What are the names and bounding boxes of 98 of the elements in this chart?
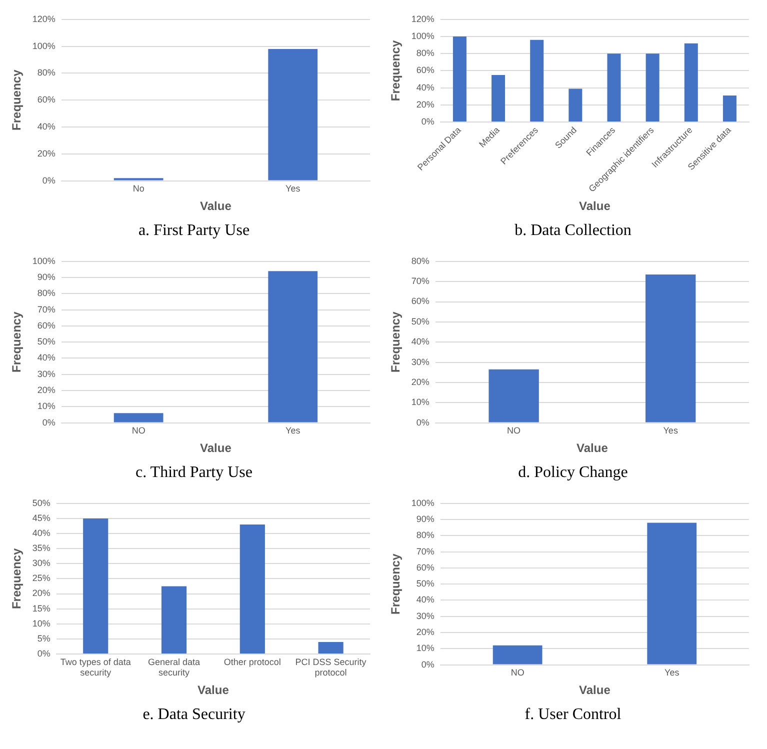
bar — [452, 36, 466, 122]
y-tick-label: 50% — [37, 336, 56, 347]
y-tick-label: 20% — [37, 148, 56, 158]
y-tick-label: 80% — [37, 68, 56, 78]
y-tick-label: 30% — [37, 368, 56, 379]
y-tick-label: 30% — [411, 356, 430, 367]
y-tick-label: 50% — [411, 316, 430, 326]
y-tick-label: 70% — [411, 276, 430, 286]
y-tick-label: 30% — [32, 558, 50, 568]
x-tick-label: No — [132, 184, 144, 194]
y-tick-label: 80% — [37, 288, 56, 298]
bar — [161, 586, 187, 654]
bar — [492, 75, 506, 122]
text: b. Data Collection — [514, 222, 632, 240]
y-tick-label: 40% — [32, 528, 50, 538]
y-tick-label: 0% — [416, 417, 430, 428]
bar — [684, 43, 698, 122]
y-tick-label: 70% — [416, 546, 434, 556]
x-tick-label: NO — [132, 426, 146, 436]
bar — [607, 54, 621, 122]
x-tick-label: Yes — [663, 426, 678, 436]
y-tick-label: 120% — [32, 14, 56, 24]
text: d. Policy Change — [517, 464, 629, 482]
y-tick-label: 45% — [32, 512, 50, 523]
y-tick-label: 120% — [411, 14, 434, 24]
y-tick-label: 0% — [37, 648, 50, 658]
y-tick-label: 10% — [416, 643, 434, 654]
y-tick-label: 0% — [421, 659, 434, 670]
bar — [83, 518, 108, 654]
x-tick-label: Two types of data security — [60, 656, 131, 678]
y-tick-label: 100% — [411, 498, 434, 508]
y-tick-label: 40% — [416, 82, 434, 92]
x-tick-label: Yes — [286, 426, 301, 436]
y-tick-label: 80% — [416, 530, 434, 540]
x-tick-label: Yes — [664, 668, 680, 678]
y-tick-label: 0% — [421, 116, 434, 127]
y-tick-label: 40% — [37, 121, 56, 132]
x-tick-label: PCI DSS Security protocol — [295, 656, 367, 678]
x-axis-title: Value — [200, 441, 232, 456]
x-tick-label: NO — [507, 426, 521, 436]
y-tick-label: 10% — [37, 401, 56, 412]
y-tick-label: 100% — [411, 30, 434, 41]
x-axis-title: Value — [200, 199, 232, 214]
bar — [530, 40, 544, 122]
y-tick-label: 90% — [416, 514, 434, 524]
y-tick-label: 20% — [416, 99, 434, 110]
y-tick-label: 40% — [416, 594, 434, 605]
y-tick-label: 20% — [32, 588, 50, 598]
y-tick-label: 60% — [37, 320, 56, 330]
y-tick-label: 10% — [411, 397, 430, 408]
y-tick-label: 5% — [37, 633, 50, 644]
bar — [722, 96, 736, 122]
y-tick-label: 20% — [411, 376, 430, 387]
x-tick-label: NO — [510, 668, 524, 678]
y-tick-label: 60% — [411, 296, 430, 306]
y-tick-label: 0% — [42, 417, 56, 428]
bar — [240, 524, 265, 654]
y-tick-label: 60% — [416, 65, 434, 76]
y-tick-label: 90% — [37, 272, 56, 282]
x-tick-label: Yes — [286, 184, 301, 194]
text: c. Third Party Use — [134, 464, 254, 482]
y-tick-label: 80% — [416, 48, 434, 58]
y-axis-title: Frequency — [10, 69, 24, 130]
y-tick-label: 60% — [416, 562, 434, 572]
y-tick-label: 10% — [32, 618, 50, 628]
y-tick-label: 0% — [42, 175, 56, 186]
y-tick-label: 25% — [32, 573, 50, 584]
y-tick-label: 20% — [37, 385, 56, 396]
y-tick-label: 20% — [416, 627, 434, 638]
y-tick-label: 80% — [411, 256, 430, 266]
y-tick-label: 40% — [411, 336, 430, 347]
y-tick-label: 70% — [37, 304, 56, 314]
x-tick-label: Other protocol — [224, 656, 281, 667]
text: f. User Control — [524, 706, 622, 724]
x-axis-title: Value — [579, 199, 611, 214]
x-axis-title: Value — [579, 683, 611, 698]
x-axis-title: Value — [198, 683, 230, 698]
y-tick-label: 60% — [37, 94, 56, 105]
y-axis-title: Frequency — [388, 553, 403, 614]
y-axis-title: Frequency — [388, 311, 403, 372]
y-axis-title: Frequency — [388, 40, 403, 102]
y-tick-label: 100% — [32, 40, 56, 51]
text: e. Data Security — [142, 706, 246, 724]
y-axis-title: Frequency — [10, 311, 24, 372]
y-axis-title: Frequency — [10, 548, 24, 610]
y-tick-label: 40% — [37, 352, 56, 363]
y-tick-label: 100% — [32, 256, 56, 266]
x-tick-label: General data security — [148, 656, 200, 678]
bar — [318, 642, 344, 654]
bar — [646, 54, 660, 122]
y-tick-label: 50% — [416, 578, 434, 589]
bar — [568, 88, 582, 122]
text: a. First Party Use — [137, 222, 251, 240]
x-axis-title: Value — [576, 441, 608, 456]
y-tick-label: 50% — [32, 498, 50, 508]
y-tick-label: 30% — [416, 610, 434, 621]
y-tick-label: 15% — [32, 603, 50, 614]
y-tick-label: 35% — [32, 543, 50, 554]
